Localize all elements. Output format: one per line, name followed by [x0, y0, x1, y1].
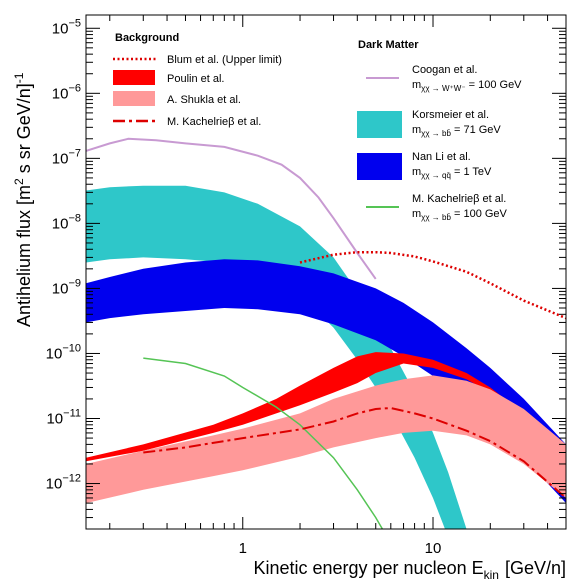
legend-label-dm-m-kachelrie-et-al: M. Kachelrieβ et al. [412, 193, 506, 205]
x-tick-label: 10 [425, 540, 442, 557]
legend-mass-coogan-et-al: mχχ → W⁺W⁻ = 100 GeV [412, 79, 522, 93]
legend-swatch-dm-nan-li-et-al [357, 153, 402, 180]
legend-swatch-dm-korsmeier-et-al [357, 111, 402, 138]
line-blum-et-al-upper-limit-background [299, 250, 566, 320]
y-tick-label: 10−9 [52, 277, 81, 297]
x-axis-title: Kinetic energy per nucleon Ekin [GeV/n] [253, 558, 566, 581]
legend-label-poulin-et-al: Poulin et al. [167, 73, 224, 85]
line-m-kachelrie-et-al-background [143, 406, 566, 499]
legend-label-blum-et-al-upper-limit: Blum et al. (Upper limit) [167, 54, 282, 66]
legend-dark-matter: Dark Matter Coogan et al. mχχ → W⁺W⁻ = 10… [357, 39, 522, 222]
legend-dark-matter-title: Dark Matter [358, 39, 419, 51]
legend-label-a-shukla-et-al: A. Shukla et al. [167, 94, 241, 106]
legend-swatch-a-shukla-et-al [113, 91, 155, 106]
tick-labels: 1 10 10−12 10−11 10−10 10−9 10−8 10−7 10−6 10−5 [46, 17, 442, 557]
y-tick-label: 10−5 [52, 17, 81, 37]
legend-mass-m-kachelrie-et-al: mχχ → bb̄ = 100 GeV [412, 208, 508, 222]
legend-mass-nan-li-et-al: mχχ → qq̄ = 1 TeV [412, 166, 492, 180]
y-tick-label: 10−6 [52, 82, 81, 102]
band-poulin-et-al [86, 352, 566, 473]
y-tick-label: 10−11 [46, 408, 81, 428]
legend-background-title: Background [115, 32, 179, 44]
axis-ticks [86, 15, 567, 530]
y-axis-title: Antihelium flux [m2 s sr GeV/n]-1 [12, 72, 34, 327]
legend-background: Background Blum et al. (Upper limit) Poul… [113, 32, 282, 128]
y-tick-label: 10−7 [52, 147, 81, 167]
plot-frame [85, 14, 567, 530]
legend-mass-korsmeier-et-al: mχχ → bb̄ = 71 GeV [412, 124, 501, 138]
legend-label-m-kachelrie-et-al: M. Kachelrieβ et al. [167, 116, 261, 128]
x-tick-label: 1 [239, 540, 247, 557]
plot-area [86, 137, 566, 529]
legend-swatch-poulin-et-al [113, 70, 155, 85]
legend-label-dm-coogan-et-al: Coogan et al. [412, 64, 477, 76]
legend-label-dm-nan-li-et-al: Nan Li et al. [412, 151, 471, 163]
band-a-shukla-et-al [86, 375, 566, 504]
y-tick-label: 10−12 [46, 473, 81, 493]
legend-label-dm-korsmeier-et-al: Korsmeier et al. [412, 109, 489, 121]
y-tick-label: 10−8 [52, 212, 81, 232]
line-coogan-et-al-dark-matter [86, 137, 377, 280]
y-tick-label: 10−10 [46, 342, 81, 362]
line-m-kachelrie-et-al-dark-matter [143, 357, 384, 529]
